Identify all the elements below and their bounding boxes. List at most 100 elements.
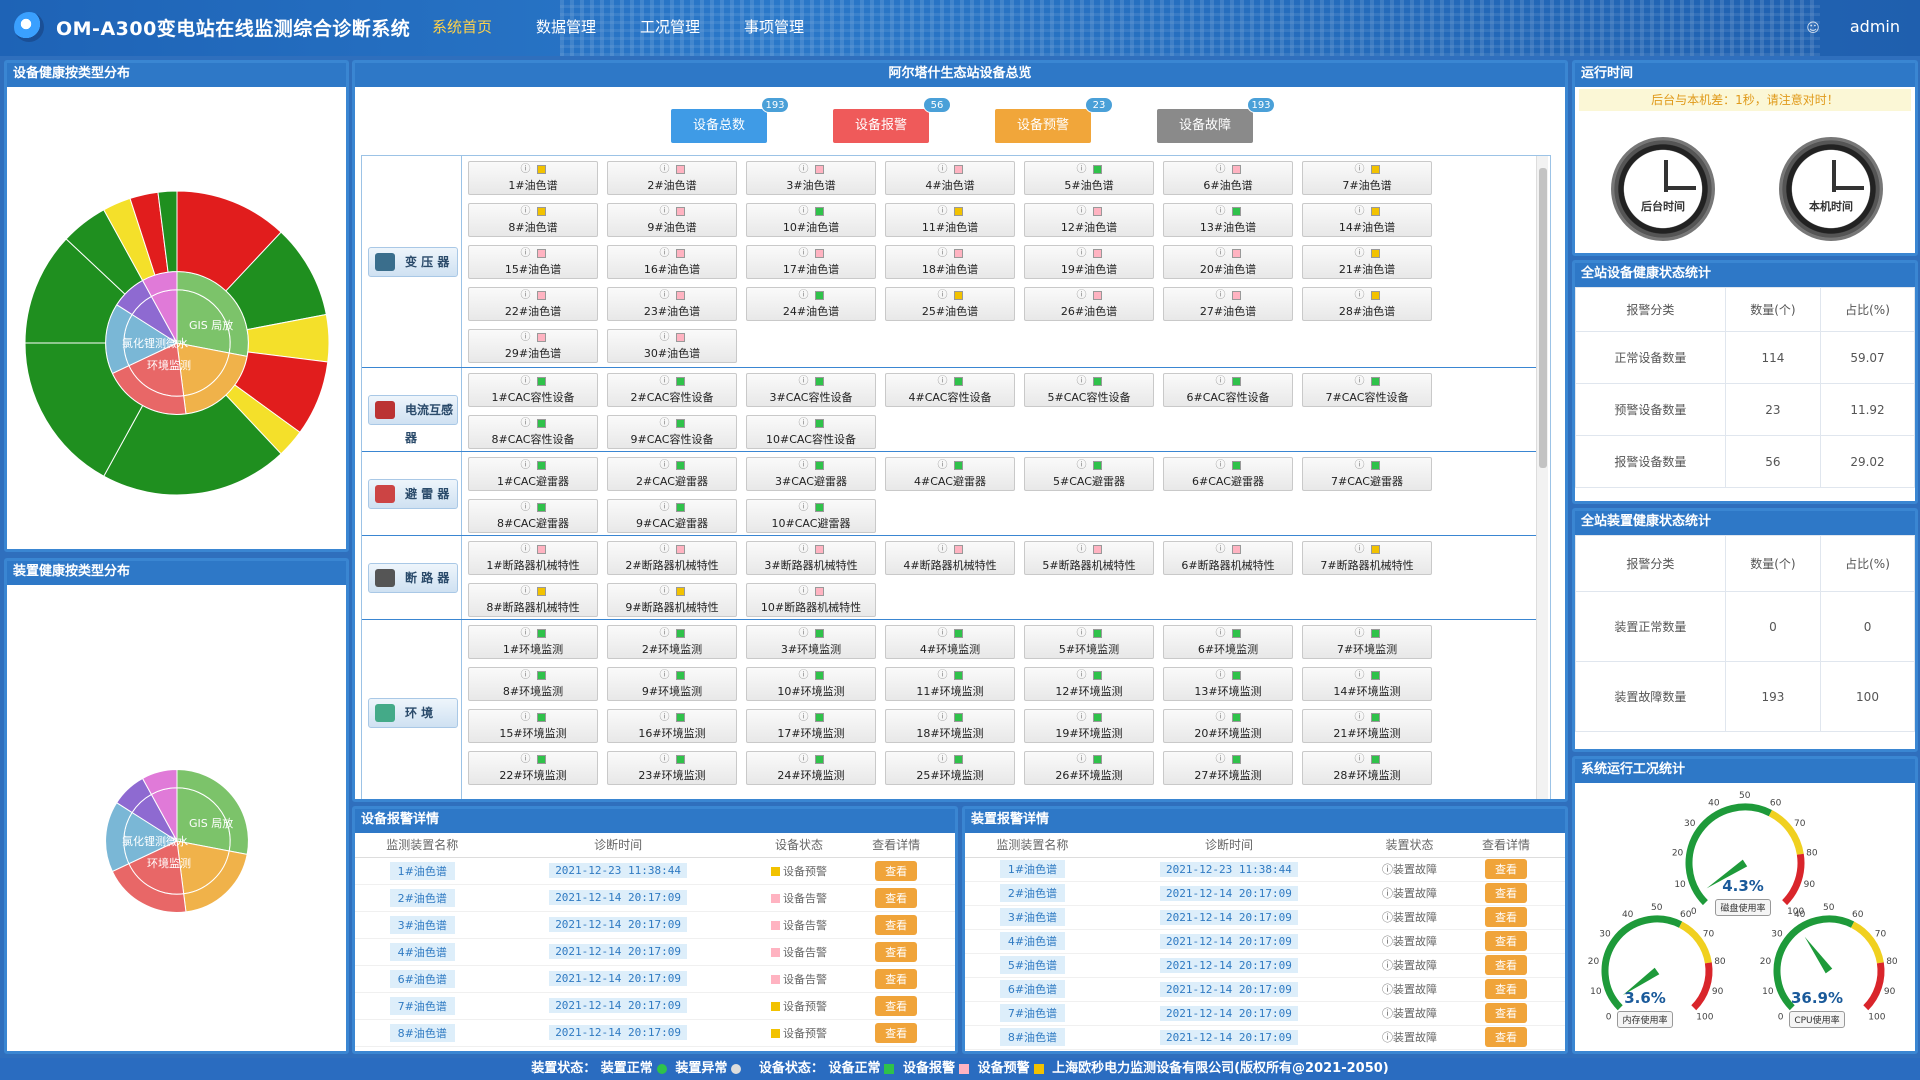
device-card[interactable]: ⓘ 7#CAC避雷器 [1302,457,1432,491]
device-link[interactable]: 7#油色谱 [999,1004,1066,1022]
device-card[interactable]: ⓘ 24#环境监测 [746,751,876,785]
device-card[interactable]: ⓘ 15#环境监测 [468,709,598,743]
device-card[interactable]: ⓘ 4#CAC容性设备 [885,373,1015,407]
device-card[interactable]: ⓘ 17#油色谱 [746,245,876,279]
device-card[interactable]: ⓘ 5#CAC避雷器 [1024,457,1154,491]
device-card[interactable]: ⓘ 27#油色谱 [1163,287,1293,321]
category-button[interactable]: 电流互感器 [368,395,458,445]
device-card[interactable]: ⓘ 26#油色谱 [1024,287,1154,321]
sunburst-segment[interactable] [157,190,178,273]
device-card[interactable]: ⓘ 9#油色谱 [607,203,737,237]
device-card[interactable]: ⓘ 11#环境监测 [885,667,1015,701]
device-fault-button[interactable]: 设备故障 193 [1157,97,1275,143]
device-link[interactable]: 4#油色谱 [389,942,455,961]
device-card[interactable]: ⓘ 13#油色谱 [1163,203,1293,237]
view-button[interactable]: 查看 [875,995,918,1016]
view-button[interactable]: 查看 [875,914,918,935]
device-card[interactable]: ⓘ 17#环境监测 [746,709,876,743]
nav-condition[interactable]: 工况管理 [639,18,700,36]
device-card[interactable]: ⓘ 16#油色谱 [607,245,737,279]
device-alarm-button[interactable]: 设备报警 56 [833,97,951,143]
view-button[interactable]: 查看 [1485,979,1528,999]
device-card[interactable]: ⓘ 3#CAC容性设备 [746,373,876,407]
device-link[interactable]: 8#油色谱 [389,1023,455,1042]
device-card[interactable]: ⓘ 7#断路器机械特性 [1302,541,1432,575]
device-card[interactable]: ⓘ 20#环境监测 [1163,709,1293,743]
category-button[interactable]: 环 境 [368,697,458,728]
device-card[interactable]: ⓘ 8#CAC容性设备 [468,415,598,449]
device-link[interactable]: 4#油色谱 [999,932,1066,950]
sunburst-segment[interactable] [24,342,144,477]
device-card[interactable]: ⓘ 9#环境监测 [607,667,737,701]
device-card[interactable]: ⓘ 1#断路器机械特性 [468,541,598,575]
device-card[interactable]: ⓘ 5#断路器机械特性 [1024,541,1154,575]
device-card[interactable]: ⓘ 7#油色谱 [1302,161,1432,195]
device-card[interactable]: ⓘ 10#断路器机械特性 [746,583,876,617]
device-card[interactable]: ⓘ 16#环境监测 [607,709,737,743]
device-card[interactable]: ⓘ 10#油色谱 [746,203,876,237]
device-card[interactable]: ⓘ 22#环境监测 [468,751,598,785]
nav-events[interactable]: 事项管理 [743,18,804,36]
device-card[interactable]: ⓘ 18#油色谱 [885,245,1015,279]
device-card[interactable]: ⓘ 29#油色谱 [468,329,598,363]
device-card[interactable]: ⓘ 6#CAC避雷器 [1163,457,1293,491]
device-card[interactable]: ⓘ 24#油色谱 [746,287,876,321]
device-card[interactable]: ⓘ 5#CAC容性设备 [1024,373,1154,407]
device-card[interactable]: ⓘ 10#CAC容性设备 [746,415,876,449]
device-card[interactable]: ⓘ 19#油色谱 [1024,245,1154,279]
device-card[interactable]: ⓘ 4#油色谱 [885,161,1015,195]
device-card[interactable]: ⓘ 23#环境监测 [607,751,737,785]
sunburst-segment[interactable] [141,769,178,796]
device-card[interactable]: ⓘ 4#断路器机械特性 [885,541,1015,575]
device-card[interactable]: ⓘ 8#断路器机械特性 [468,583,598,617]
sunburst-segment[interactable] [103,394,282,496]
device-link[interactable]: 8#油色谱 [999,1028,1066,1046]
device-card[interactable]: ⓘ 4#CAC避雷器 [885,457,1015,491]
device-card[interactable]: ⓘ 7#环境监测 [1302,625,1432,659]
device-card[interactable]: ⓘ 21#环境监测 [1302,709,1432,743]
device-card[interactable]: ⓘ 21#油色谱 [1302,245,1432,279]
device-card[interactable]: ⓘ 23#油色谱 [607,287,737,321]
device-card[interactable]: ⓘ 25#环境监测 [885,751,1015,785]
device-card[interactable]: ⓘ 4#环境监测 [885,625,1015,659]
view-button[interactable]: 查看 [1485,859,1528,879]
device-card[interactable]: ⓘ 8#环境监测 [468,667,598,701]
device-card[interactable]: ⓘ 2#断路器机械特性 [607,541,737,575]
device-warning-button[interactable]: 设备预警 23 [995,97,1113,143]
view-button[interactable]: 查看 [875,1022,918,1043]
device-card[interactable]: ⓘ 30#油色谱 [607,329,737,363]
device-card[interactable]: ⓘ 14#油色谱 [1302,203,1432,237]
view-button[interactable]: 查看 [1485,1003,1528,1023]
device-card[interactable]: ⓘ 11#油色谱 [885,203,1015,237]
device-card[interactable]: ⓘ 1#环境监测 [468,625,598,659]
nav-data[interactable]: 数据管理 [535,18,596,36]
device-card[interactable]: ⓘ 28#环境监测 [1302,751,1432,785]
device-link[interactable]: 2#油色谱 [389,888,455,907]
device-card[interactable]: ⓘ 3#油色谱 [746,161,876,195]
category-button[interactable]: 断 路 器 [368,563,458,593]
category-button[interactable]: 避 雷 器 [368,479,458,509]
device-card[interactable]: ⓘ 12#油色谱 [1024,203,1154,237]
device-card[interactable]: ⓘ 10#CAC避雷器 [746,499,876,533]
device-card[interactable]: ⓘ 8#CAC避雷器 [468,499,598,533]
device-card[interactable]: ⓘ 2#CAC避雷器 [607,457,737,491]
device-card[interactable]: ⓘ 12#环境监测 [1024,667,1154,701]
device-card[interactable]: ⓘ 6#油色谱 [1163,161,1293,195]
user-menu[interactable]: ☺ admin [1806,17,1900,36]
device-link[interactable]: 2#油色谱 [999,884,1066,902]
view-button[interactable]: 查看 [1485,931,1528,951]
device-card[interactable]: ⓘ 9#断路器机械特性 [607,583,737,617]
device-card[interactable]: ⓘ 13#环境监测 [1163,667,1293,701]
device-card[interactable]: ⓘ 8#油色谱 [468,203,598,237]
device-card[interactable]: ⓘ 14#环境监测 [1302,667,1432,701]
device-link[interactable]: 6#油色谱 [389,969,455,988]
device-card[interactable]: ⓘ 6#CAC容性设备 [1163,373,1293,407]
device-link[interactable]: 1#油色谱 [389,861,455,880]
device-link[interactable]: 3#油色谱 [999,908,1066,926]
device-card[interactable]: ⓘ 5#环境监测 [1024,625,1154,659]
device-grid-scrollbar[interactable] [1536,156,1548,799]
device-card[interactable]: ⓘ 1#CAC容性设备 [468,373,598,407]
device-card[interactable]: ⓘ 25#油色谱 [885,287,1015,321]
